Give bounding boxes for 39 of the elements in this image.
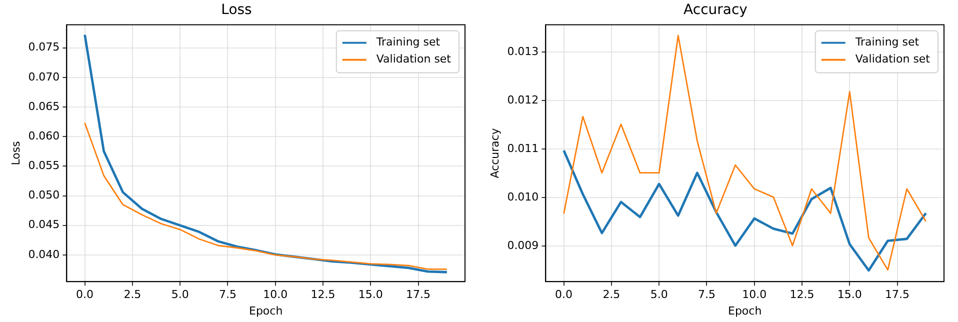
- x-tick-label: 17.5: [885, 288, 910, 302]
- x-tick-label: 10.0: [742, 288, 767, 302]
- x-tick-label: 2.5: [124, 288, 142, 302]
- x-tick-label: 5.0: [171, 288, 189, 302]
- y-tick-label: 0.075: [28, 40, 60, 54]
- legend-label: Training set: [854, 36, 920, 49]
- y-tick-label: 0.050: [28, 188, 60, 202]
- x-axis-title: Epoch: [728, 304, 762, 318]
- y-tick-label: 0.011: [507, 142, 539, 155]
- x-tick-label: 17.5: [406, 288, 431, 302]
- legend-label: Validation set: [855, 52, 931, 66]
- y-tick-label: 0.045: [28, 218, 60, 232]
- y-tick-label: 0.040: [28, 248, 60, 261]
- x-tick-label: 7.5: [218, 288, 236, 302]
- y-tick-label: 0.009: [507, 239, 539, 252]
- y-tick-label: 0.060: [28, 129, 60, 142]
- chart-title: Accuracy: [684, 2, 748, 18]
- x-tick-label: 7.5: [698, 288, 716, 302]
- legend-label: Training set: [375, 36, 441, 49]
- chart-title: Loss: [221, 2, 252, 18]
- y-tick-label: 0.070: [28, 70, 60, 84]
- y-tick-label: 0.055: [28, 159, 60, 172]
- x-tick-label: 5.0: [650, 288, 668, 302]
- x-tick-label: 2.5: [602, 288, 620, 302]
- y-tick-label: 0.012: [507, 93, 539, 106]
- y-axis-title: Accuracy: [488, 128, 502, 178]
- legend-label: Validation set: [376, 52, 452, 66]
- x-tick-label: 12.5: [790, 288, 814, 302]
- x-tick-label: 0.0: [76, 288, 94, 302]
- y-axis-title: Loss: [9, 140, 22, 166]
- x-tick-label: 15.0: [358, 288, 383, 302]
- y-tick-label: 0.065: [28, 100, 60, 113]
- x-axis-title: Epoch: [249, 304, 283, 318]
- y-tick-label: 0.013: [507, 44, 539, 58]
- x-tick-label: 15.0: [837, 288, 862, 302]
- x-tick-label: 0.0: [555, 288, 573, 302]
- x-tick-label: 10.0: [263, 288, 288, 302]
- x-tick-label: 12.5: [310, 288, 336, 302]
- y-tick-label: 0.010: [507, 190, 539, 204]
